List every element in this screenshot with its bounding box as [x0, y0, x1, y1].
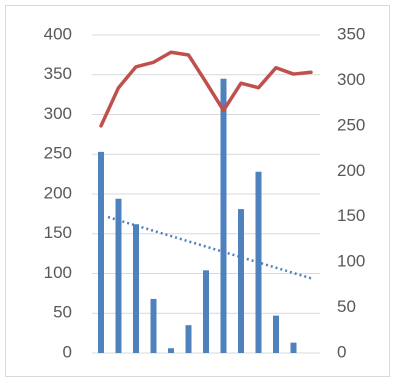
- bar: [273, 315, 279, 353]
- y2-tick-label: 200: [337, 161, 365, 180]
- y2-tick-label: 150: [337, 206, 365, 225]
- bar: [255, 171, 262, 353]
- y-tick-label: 150: [44, 223, 72, 242]
- line-series: [99, 50, 313, 128]
- trendline: [107, 215, 312, 280]
- bar: [115, 198, 122, 353]
- y-tick-label: 400: [44, 24, 72, 43]
- y-tick-label: 350: [44, 64, 72, 83]
- y2-tick-label: 0: [337, 342, 346, 361]
- bar: [290, 342, 297, 353]
- y-tick-label: 200: [44, 183, 72, 202]
- y2-tick-label: 100: [337, 252, 365, 271]
- bar: [238, 209, 244, 353]
- bar: [150, 298, 157, 353]
- y2-tick-label: 250: [337, 115, 365, 134]
- y-tick-label: 0: [63, 342, 72, 361]
- y2-tick-label: 50: [337, 297, 356, 316]
- bar: [185, 325, 192, 353]
- chart-border: [5, 5, 390, 377]
- y-tick-label: 100: [44, 263, 72, 282]
- bar: [133, 224, 139, 353]
- y-tick-label: 50: [53, 303, 72, 322]
- y-tick-label: 250: [44, 144, 72, 163]
- y2-tick-label: 350: [337, 24, 365, 43]
- bar: [220, 78, 227, 353]
- bar: [98, 151, 104, 353]
- bar: [203, 270, 209, 353]
- y-tick-label: 300: [44, 104, 72, 123]
- bar: [168, 348, 174, 353]
- y2-tick-label: 300: [337, 70, 365, 89]
